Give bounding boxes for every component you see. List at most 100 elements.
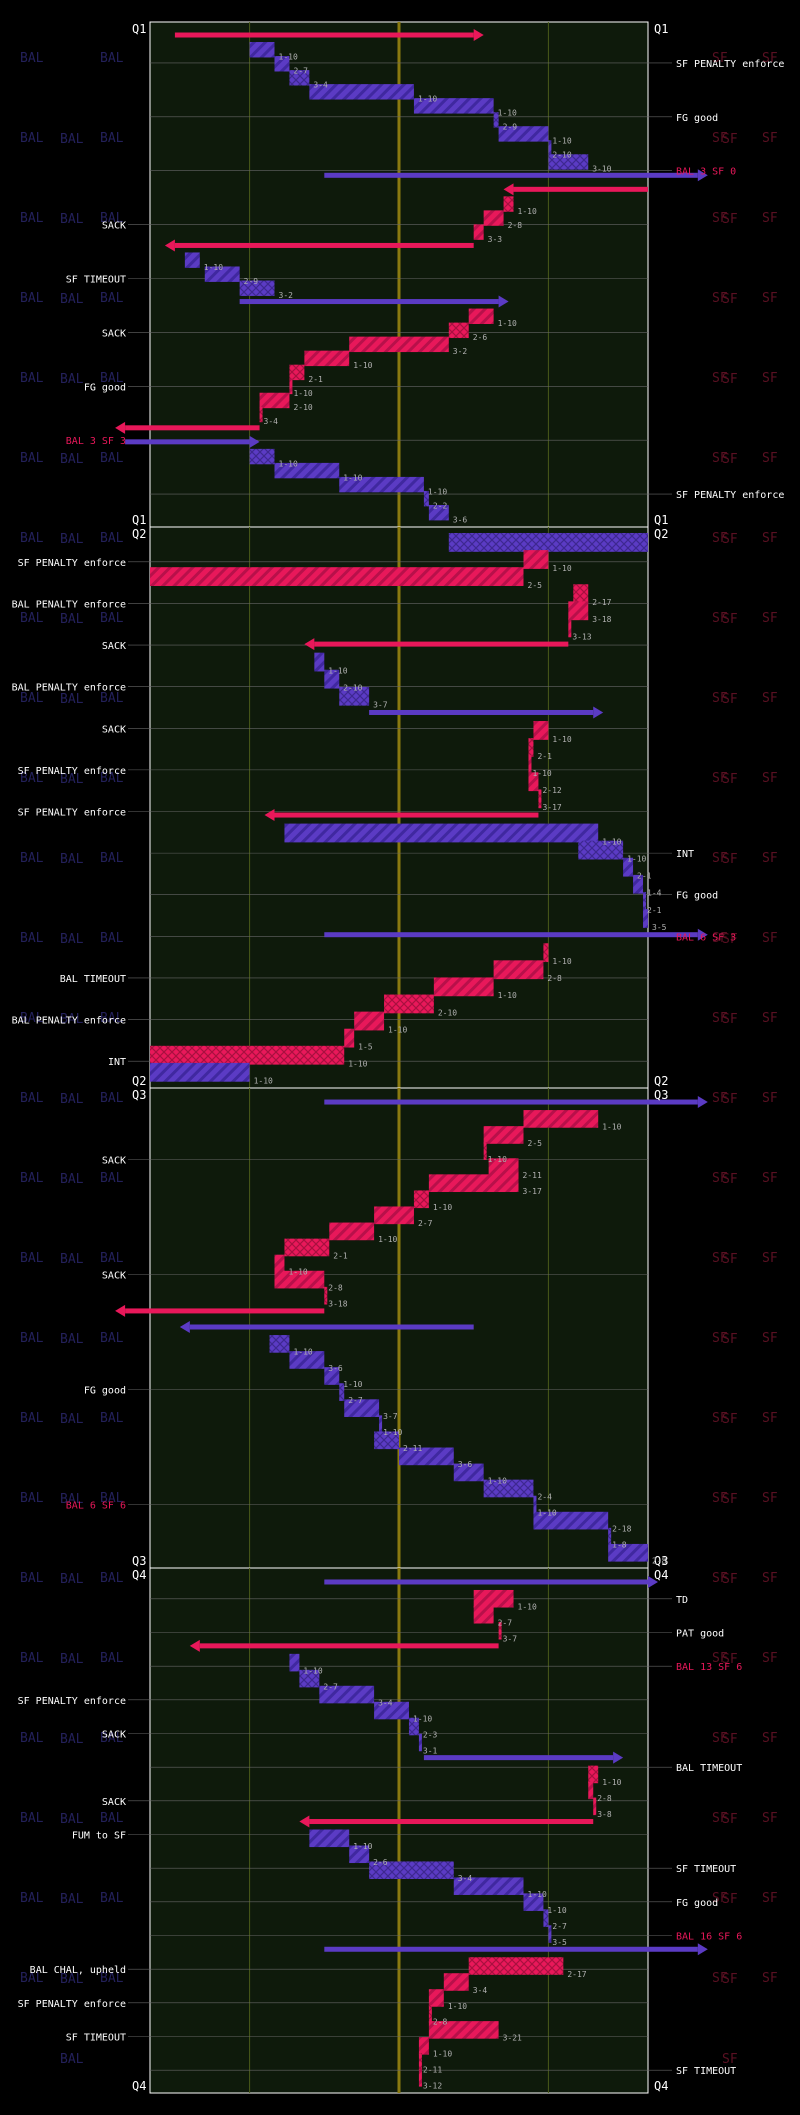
annotation-right: SF TIMEOUT [676, 1864, 736, 1875]
team-watermark-bal: BAL [100, 131, 124, 146]
team-watermark-sf: SF [712, 371, 728, 386]
down-label: 1-10 [627, 854, 646, 863]
down-label: 1-10 [547, 1906, 566, 1915]
play-bar [528, 772, 539, 792]
team-watermark-bal: BAL [20, 1571, 44, 1586]
team-watermark-sf: SF [762, 1731, 778, 1746]
team-watermark-bal: BAL [20, 611, 44, 626]
down-label: 3-7 [503, 1634, 518, 1643]
play-bar [498, 126, 549, 142]
play-punt-bar [239, 299, 499, 305]
down-label: 2-8 [433, 2018, 448, 2027]
team-watermark-sf: SF [722, 1732, 738, 1747]
play-bar [623, 857, 634, 877]
play-bar [289, 70, 310, 86]
team-watermark-sf: SF [762, 931, 778, 946]
team-watermark-bal: BAL [100, 1571, 124, 1586]
play-bar [483, 1126, 524, 1144]
down-label: 3-6 [328, 1364, 343, 1373]
play-fg-bar [125, 425, 260, 431]
team-watermark-sf: SF [722, 1652, 738, 1667]
play-arrowhead [697, 1096, 708, 1109]
quarter-label: Q3 [132, 1554, 146, 1568]
play-bar [204, 266, 240, 282]
team-watermark-bal: BAL [100, 1251, 124, 1266]
annotation-left: BAL PENALTY enforce [12, 599, 126, 610]
team-watermark-sf: SF [762, 1251, 778, 1266]
team-watermark-sf: SF [712, 931, 728, 946]
play-bar [523, 550, 549, 569]
down-label: 2-11 [403, 1444, 422, 1453]
down-label: 3-6 [453, 515, 468, 524]
play-punt-bar [274, 812, 539, 818]
team-watermark-sf: SF [722, 612, 738, 627]
annotation-right: FG good [676, 113, 718, 124]
team-watermark-sf: SF [722, 1412, 738, 1427]
annotation-left: SACK [102, 328, 126, 339]
team-watermark-bal: BAL [60, 292, 84, 307]
team-watermark-bal: BAL [100, 371, 124, 386]
down-label: 2-1 [333, 1251, 348, 1260]
down-label: 2-10 [293, 403, 312, 412]
play-bar [473, 1589, 514, 1608]
annotation-right: FG good [676, 1898, 718, 1909]
team-watermark-sf: SF [712, 1011, 728, 1026]
team-watermark-bal: BAL [60, 1252, 84, 1267]
down-label: 2-1 [647, 906, 662, 915]
down-label: 3-12 [423, 2082, 442, 2091]
play-arrowhead [697, 1943, 708, 1956]
annotation-left: SACK [102, 1730, 126, 1741]
play-bar [150, 1062, 250, 1082]
play-bar [339, 1383, 345, 1401]
team-watermark-bal: BAL [60, 1012, 84, 1027]
play-arrowhead [613, 1751, 624, 1764]
down-label: 2-9 [503, 123, 518, 132]
play-bar [523, 1893, 544, 1911]
annotation-left: SACK [102, 221, 126, 232]
annotation-left: SACK [102, 641, 126, 652]
team-watermark-sf: SF [712, 1571, 728, 1586]
team-watermark-sf: SF [762, 691, 778, 706]
team-watermark-bal: BAL [20, 131, 44, 146]
team-watermark-bal: BAL [100, 1891, 124, 1906]
team-watermark-bal: BAL [60, 1572, 84, 1587]
down-label: 2-10 [438, 1008, 457, 1017]
play-bar [538, 789, 542, 809]
team-watermark-sf: SF [712, 611, 728, 626]
play-bar [274, 462, 340, 479]
team-watermark-bal: BAL [60, 1092, 84, 1107]
down-label: 1-10 [279, 459, 298, 468]
annotation-left: SF PENALTY enforce [18, 808, 126, 819]
play-bar [284, 823, 599, 843]
team-watermark-sf: SF [712, 291, 728, 306]
team-watermark-bal: BAL [20, 1811, 44, 1826]
team-watermark-sf: SF [722, 1892, 738, 1907]
play-bar [289, 1653, 300, 1672]
annotation-left: BAL 6 SF 6 [66, 1501, 126, 1512]
play-kickoff-bar [513, 186, 648, 192]
team-watermark-sf: SF [762, 1491, 778, 1506]
down-label: 1-10 [353, 361, 372, 370]
team-watermark-sf: SF [762, 371, 778, 386]
team-watermark-bal: BAL [60, 772, 84, 787]
team-watermark-sf: SF [712, 1811, 728, 1826]
play-bar [369, 1861, 454, 1880]
annotation-left: SF TIMEOUT [66, 2033, 126, 2044]
team-watermark-bal: BAL [100, 611, 124, 626]
play-bar [150, 567, 524, 586]
quarter-label: Q4 [654, 2079, 668, 2093]
down-label: 1-10 [433, 2050, 452, 2059]
play-bar [493, 960, 544, 980]
team-watermark-sf: SF [722, 212, 738, 227]
play-bar [374, 1431, 399, 1450]
down-label: 3-13 [572, 632, 591, 641]
team-watermark-bal: BAL [100, 1731, 124, 1746]
play-arrowhead [179, 1321, 190, 1333]
down-label: 1-10 [518, 1603, 537, 1612]
team-watermark-bal: BAL [100, 771, 124, 786]
down-label: 2-3 [423, 1730, 438, 1739]
down-label: 3-18 [592, 615, 611, 624]
down-label: 2-10 [552, 151, 571, 160]
play-bar [428, 2021, 499, 2039]
